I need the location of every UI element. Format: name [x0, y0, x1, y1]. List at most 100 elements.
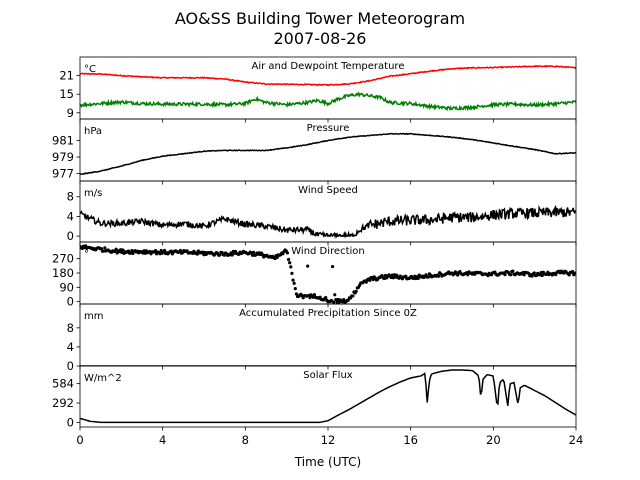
wind-direction-point — [333, 293, 337, 297]
panel-data-solar-flux — [80, 369, 576, 424]
x-tick-label: 4 — [159, 433, 166, 447]
wind-direction-point — [426, 275, 430, 279]
y-tick-label: 15 — [59, 87, 74, 101]
wind-direction-point — [330, 264, 335, 269]
wind-direction-point — [292, 281, 296, 285]
y-tick-label: 21 — [59, 69, 74, 83]
wind-direction-point — [308, 296, 312, 300]
wind-direction-point — [466, 273, 470, 277]
panel-data-wind-direction — [80, 244, 576, 304]
panel-unit-wind-speed: m/s — [84, 188, 102, 199]
wind-direction-point — [364, 280, 368, 284]
panel-data-temperature — [80, 64, 576, 112]
chart-title-line1: AO&SS Building Tower Meteorogram — [175, 9, 465, 28]
panel-title-pressure: Pressure — [307, 123, 350, 134]
wind-direction-point — [540, 273, 544, 278]
panel-title-wind-speed: Wind Speed — [298, 185, 358, 196]
wind-direction-point — [290, 271, 294, 275]
wind-direction-point — [329, 298, 333, 303]
wind-direction-point — [436, 274, 441, 278]
panel-data-wind-speed — [80, 204, 576, 240]
y-tick-label: 292 — [52, 396, 74, 410]
panel-title-temperature: Air and Dewpoint Temperature — [252, 61, 405, 72]
x-tick-label: 8 — [242, 433, 249, 447]
y-tick-label: 270 — [52, 252, 74, 266]
wind-direction-point — [354, 289, 358, 293]
x-axis-label: Time (UTC) — [294, 455, 361, 469]
y-tick-label: 0 — [67, 295, 74, 309]
y-tick-label: 981 — [52, 133, 74, 147]
series-wind-direction-0 — [80, 244, 576, 304]
wind-direction-point — [351, 294, 355, 298]
wind-direction-point — [285, 251, 290, 255]
wind-direction-point — [532, 271, 536, 275]
wind-direction-point — [503, 272, 507, 277]
wind-direction-point — [230, 253, 234, 257]
x-tick-label: 16 — [403, 433, 418, 447]
y-tick-label: 584 — [52, 377, 74, 391]
y-tick-label: 0 — [67, 229, 74, 243]
wind-direction-point — [289, 265, 293, 269]
panel-unit-pressure: hPa — [84, 126, 102, 137]
wind-direction-point — [522, 273, 526, 277]
panel-unit-precipitation: mm — [84, 311, 103, 322]
x-axis: 0 4 8 12 16 20 24 — [76, 433, 583, 447]
wind-direction-point — [312, 293, 317, 297]
wind-direction-point — [332, 300, 336, 304]
x-tick-label: 20 — [486, 433, 501, 447]
y-tick-label: 0 — [67, 415, 74, 429]
y-tick-label: 8 — [67, 190, 74, 204]
panel-unit-temperature: °C — [84, 64, 96, 75]
series-line-temperature-0 — [80, 64, 576, 87]
panel-title-precipitation: Accumulated Precipitation Since 0Z — [239, 308, 417, 319]
y-tick-label: 9 — [67, 106, 74, 120]
wind-direction-point — [511, 269, 515, 273]
wind-direction-point — [306, 264, 310, 268]
series-line-solar-flux-0 — [80, 369, 576, 424]
wind-direction-point — [509, 273, 513, 277]
y-tick-label: 180 — [52, 266, 74, 280]
wind-direction-point — [218, 253, 222, 257]
panel-pressure: 977 979 981 Pressure hPa — [52, 118, 577, 185]
panel-solar-flux: 0 292 584 Solar Flux W/m^2 — [52, 365, 577, 431]
panel-data-pressure — [80, 132, 576, 175]
y-tick-label: 90 — [59, 280, 74, 294]
series-line-temperature-1 — [80, 91, 576, 112]
wind-direction-point — [527, 271, 531, 275]
wind-direction-point — [162, 248, 167, 253]
panel-title-solar-flux: Solar Flux — [303, 370, 353, 381]
y-tick-label: 8 — [67, 321, 74, 335]
wind-direction-point — [250, 253, 255, 257]
wind-direction-point — [456, 273, 460, 277]
wind-direction-point — [114, 247, 118, 251]
wind-direction-point — [288, 261, 292, 265]
wind-direction-point — [342, 298, 346, 302]
wind-direction-point — [286, 257, 291, 262]
wind-direction-point — [159, 248, 163, 253]
wind-direction-point — [131, 251, 135, 256]
y-tick-label: 4 — [67, 340, 74, 354]
series-line-pressure-0 — [80, 132, 576, 175]
wind-direction-point — [99, 247, 104, 251]
x-tick-label: 0 — [76, 433, 83, 447]
y-tick-label: 4 — [67, 209, 74, 223]
panel-unit-solar-flux: W/m^2 — [84, 373, 122, 384]
wind-direction-point — [571, 270, 575, 274]
wind-direction-point — [103, 246, 107, 250]
series-line-wind-speed-0 — [80, 204, 576, 240]
y-tick-label: 979 — [52, 150, 74, 164]
wind-direction-point — [178, 248, 182, 253]
wind-direction-point — [291, 278, 295, 282]
chart-title-line2: 2007-08-26 — [274, 29, 367, 48]
wind-direction-point — [416, 276, 420, 280]
wind-direction-point — [121, 248, 125, 252]
y-tick-label: 977 — [52, 167, 74, 181]
wind-direction-point — [368, 278, 372, 282]
wind-direction-point — [102, 249, 106, 253]
wind-direction-point — [252, 250, 256, 254]
panel-unit-wind-direction: ° — [84, 249, 89, 260]
wind-direction-point — [294, 292, 299, 296]
